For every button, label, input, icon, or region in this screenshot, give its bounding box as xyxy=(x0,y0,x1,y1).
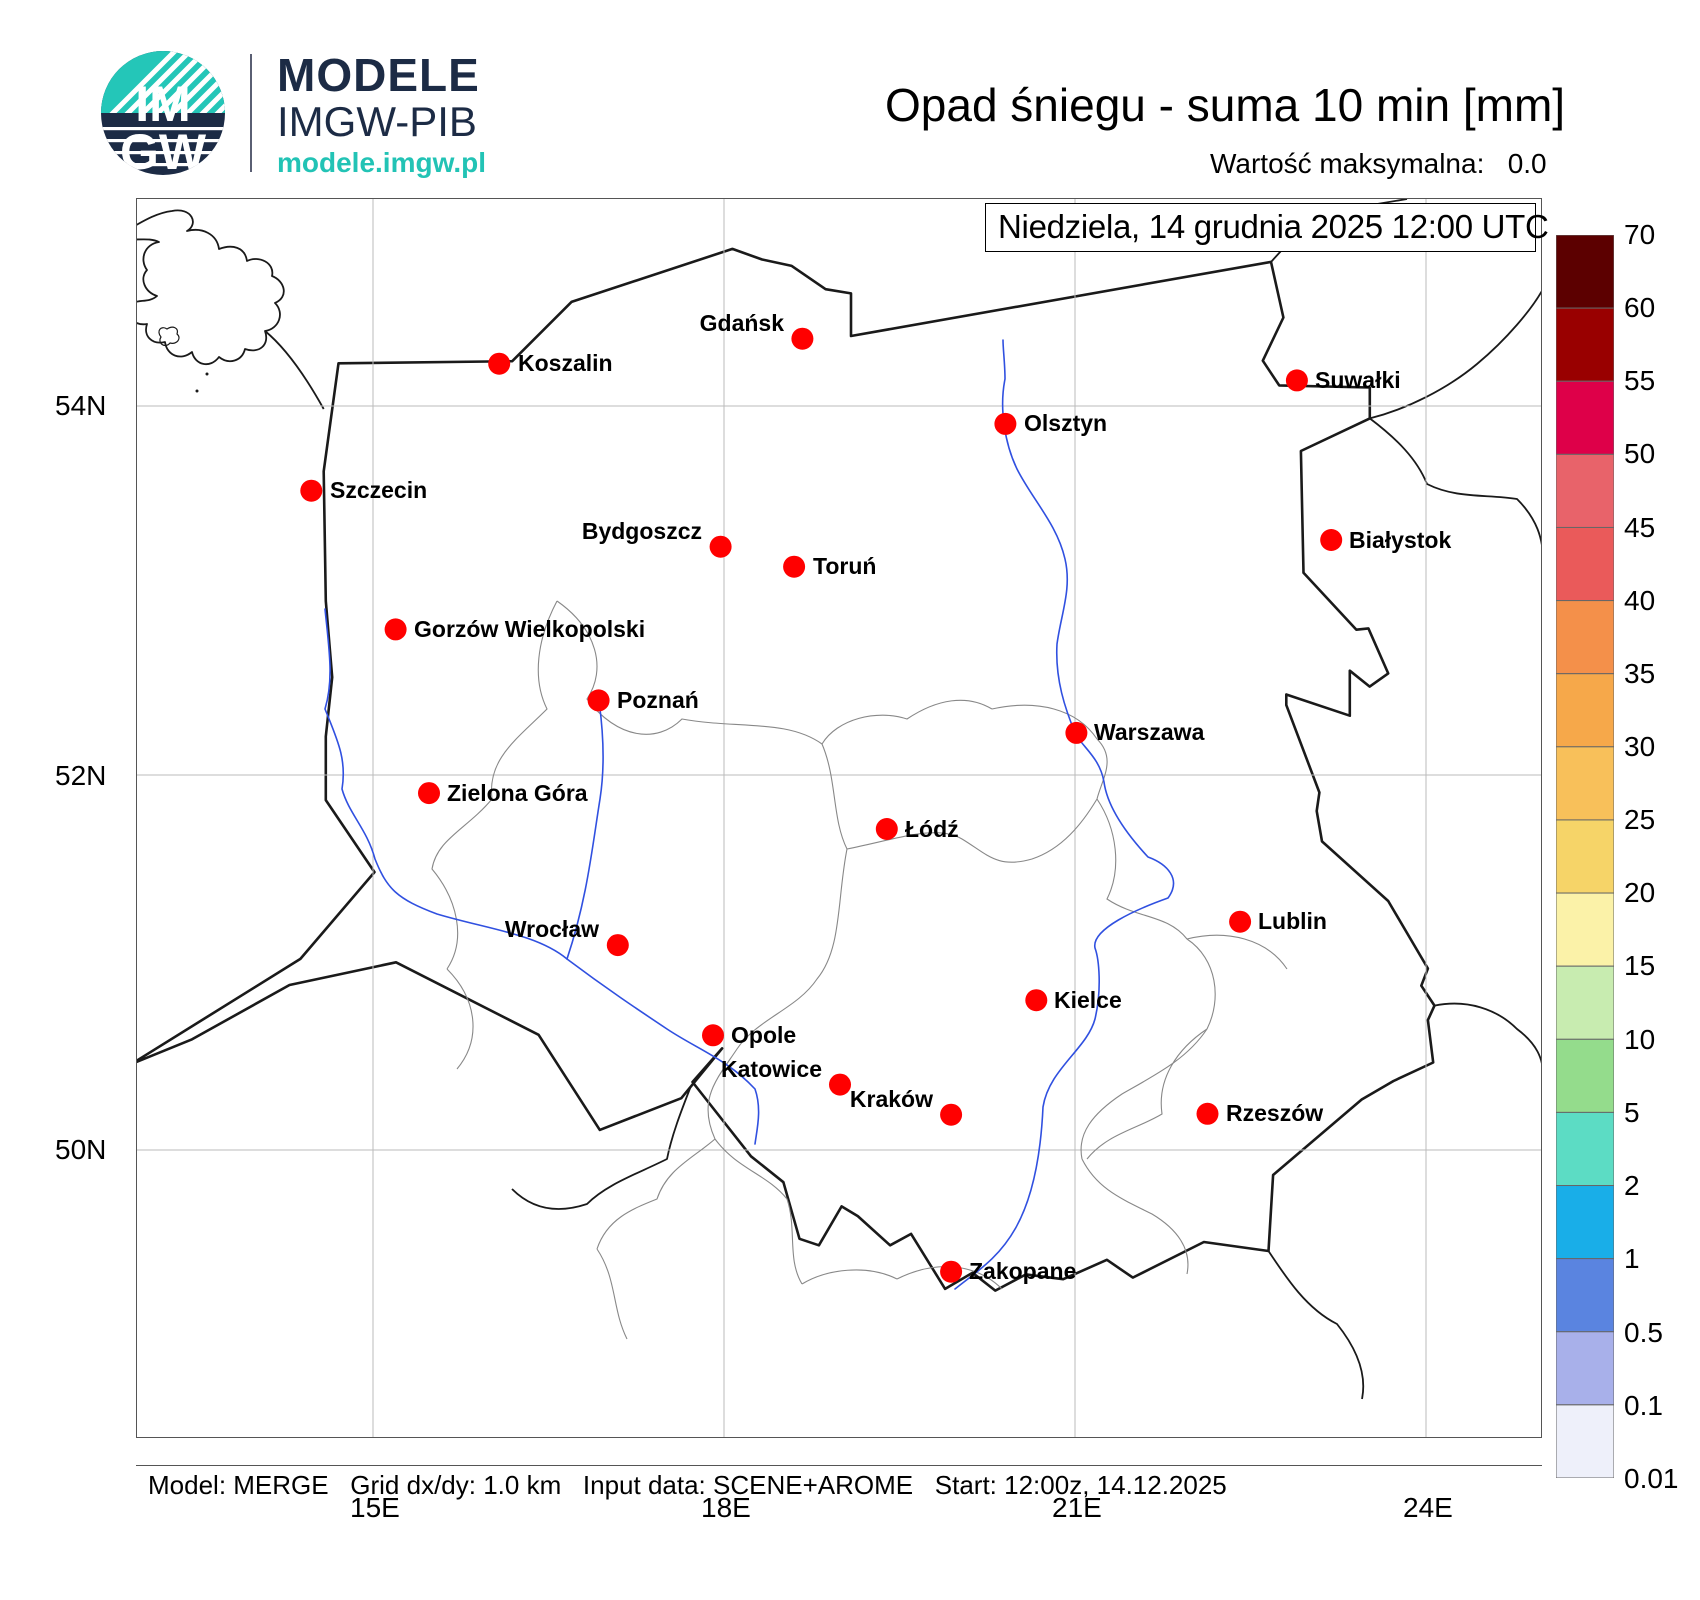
svg-text:Kraków: Kraków xyxy=(850,1086,933,1112)
svg-text:Szczecin: Szczecin xyxy=(330,477,427,503)
svg-text:Warszawa: Warszawa xyxy=(1094,719,1205,745)
svg-text:GW: GW xyxy=(120,124,207,175)
svg-text:Rzeszów: Rzeszów xyxy=(1226,1100,1323,1126)
svg-text:Suwałki: Suwałki xyxy=(1315,367,1401,393)
svg-text:Zakopane: Zakopane xyxy=(969,1258,1076,1284)
svg-text:Bydgoszcz: Bydgoszcz xyxy=(582,518,702,544)
svg-text:Opole: Opole xyxy=(731,1022,796,1048)
svg-text:Lublin: Lublin xyxy=(1258,908,1327,934)
svg-text:Łódź: Łódź xyxy=(905,816,959,842)
svg-text:Białystok: Białystok xyxy=(1349,527,1451,553)
svg-text:Kielce: Kielce xyxy=(1054,987,1122,1013)
svg-text:Poznań: Poznań xyxy=(617,687,699,713)
svg-text:Gdańsk: Gdańsk xyxy=(700,310,785,336)
svg-text:Olsztyn: Olsztyn xyxy=(1024,410,1107,436)
svg-text:Koszalin: Koszalin xyxy=(518,350,613,376)
svg-text:Toruń: Toruń xyxy=(813,553,876,579)
svg-text:Katowice: Katowice xyxy=(721,1056,822,1082)
svg-text:Gorzów Wielkopolski: Gorzów Wielkopolski xyxy=(414,616,645,642)
svg-text:Wrocław: Wrocław xyxy=(505,916,599,942)
svg-text:Zielona Góra: Zielona Góra xyxy=(447,780,588,806)
